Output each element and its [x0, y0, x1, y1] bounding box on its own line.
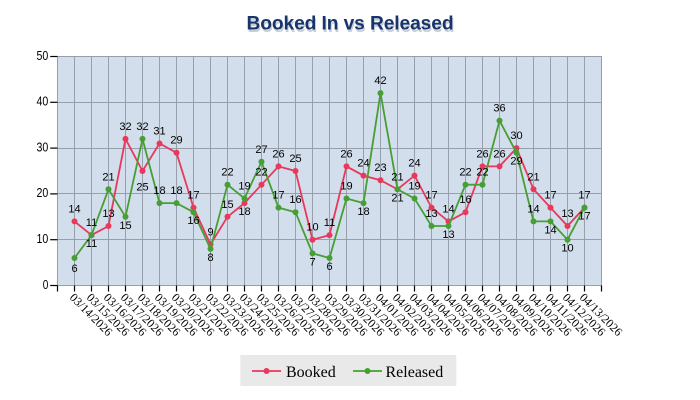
svg-text:17: 17 — [578, 211, 590, 223]
svg-text:30: 30 — [37, 139, 49, 154]
svg-text:10: 10 — [561, 243, 573, 255]
svg-text:19: 19 — [238, 181, 250, 193]
svg-text:50: 50 — [37, 48, 49, 63]
svg-text:13: 13 — [561, 208, 573, 220]
svg-text:23: 23 — [374, 162, 386, 174]
svg-text:25: 25 — [136, 182, 148, 194]
svg-text:25: 25 — [289, 153, 301, 165]
svg-text:16: 16 — [187, 215, 199, 227]
svg-text:11: 11 — [324, 217, 335, 229]
svg-text:26: 26 — [493, 148, 505, 160]
svg-text:29: 29 — [510, 156, 522, 168]
svg-text:17: 17 — [578, 190, 590, 202]
svg-text:13: 13 — [425, 208, 437, 220]
svg-text:13: 13 — [102, 208, 114, 220]
svg-text:13: 13 — [442, 229, 454, 241]
svg-text:17: 17 — [272, 190, 284, 202]
svg-text:10: 10 — [306, 222, 318, 234]
svg-text:26: 26 — [272, 148, 284, 160]
svg-text:14: 14 — [442, 203, 454, 215]
svg-text:7: 7 — [309, 256, 315, 268]
svg-text:6: 6 — [326, 261, 332, 273]
svg-text:21: 21 — [527, 171, 539, 183]
svg-text:6: 6 — [71, 263, 77, 275]
svg-text:18: 18 — [153, 185, 165, 197]
svg-text:27: 27 — [255, 144, 267, 156]
svg-text:21: 21 — [391, 171, 403, 183]
svg-text:Booked: Booked — [286, 364, 336, 381]
svg-text:15: 15 — [119, 220, 131, 232]
svg-text:24: 24 — [408, 158, 420, 170]
svg-text:19: 19 — [408, 181, 420, 193]
svg-text:40: 40 — [37, 94, 49, 109]
svg-text:8: 8 — [207, 252, 213, 264]
svg-text:30: 30 — [510, 130, 522, 142]
svg-text:42: 42 — [374, 75, 386, 87]
svg-text:14: 14 — [527, 203, 539, 215]
svg-text:31: 31 — [153, 126, 165, 138]
svg-text:24: 24 — [357, 158, 369, 170]
svg-text:26: 26 — [476, 148, 488, 160]
svg-text:16: 16 — [459, 194, 471, 206]
svg-text:19: 19 — [340, 181, 352, 193]
svg-text:14: 14 — [544, 224, 556, 236]
svg-text:9: 9 — [207, 226, 213, 238]
svg-text:20: 20 — [37, 185, 49, 200]
svg-text:32: 32 — [119, 121, 131, 133]
svg-text:Released: Released — [386, 364, 444, 381]
svg-text:17: 17 — [187, 190, 199, 202]
svg-text:16: 16 — [289, 194, 301, 206]
svg-text:22: 22 — [459, 167, 471, 179]
svg-text:21: 21 — [102, 171, 114, 183]
svg-text:22: 22 — [255, 167, 267, 179]
svg-text:15: 15 — [221, 199, 233, 211]
svg-text:36: 36 — [493, 103, 505, 115]
svg-text:26: 26 — [340, 148, 352, 160]
svg-text:Booked In vs Released: Booked In vs Released — [248, 16, 455, 37]
svg-text:22: 22 — [476, 167, 488, 179]
svg-text:22: 22 — [221, 167, 233, 179]
svg-text:Booked In vs Released: Booked In vs Released — [247, 13, 454, 34]
svg-text:14: 14 — [68, 203, 80, 215]
svg-text:32: 32 — [136, 121, 148, 133]
svg-text:29: 29 — [170, 135, 182, 147]
svg-text:18: 18 — [238, 206, 250, 218]
svg-text:10: 10 — [37, 231, 49, 246]
svg-text:18: 18 — [357, 206, 369, 218]
svg-text:17: 17 — [425, 190, 437, 202]
svg-text:11: 11 — [86, 217, 97, 229]
svg-text:17: 17 — [544, 190, 556, 202]
svg-text:21: 21 — [391, 192, 403, 204]
svg-text:11: 11 — [86, 238, 97, 250]
svg-text:18: 18 — [170, 185, 182, 197]
svg-text:0: 0 — [43, 277, 49, 292]
